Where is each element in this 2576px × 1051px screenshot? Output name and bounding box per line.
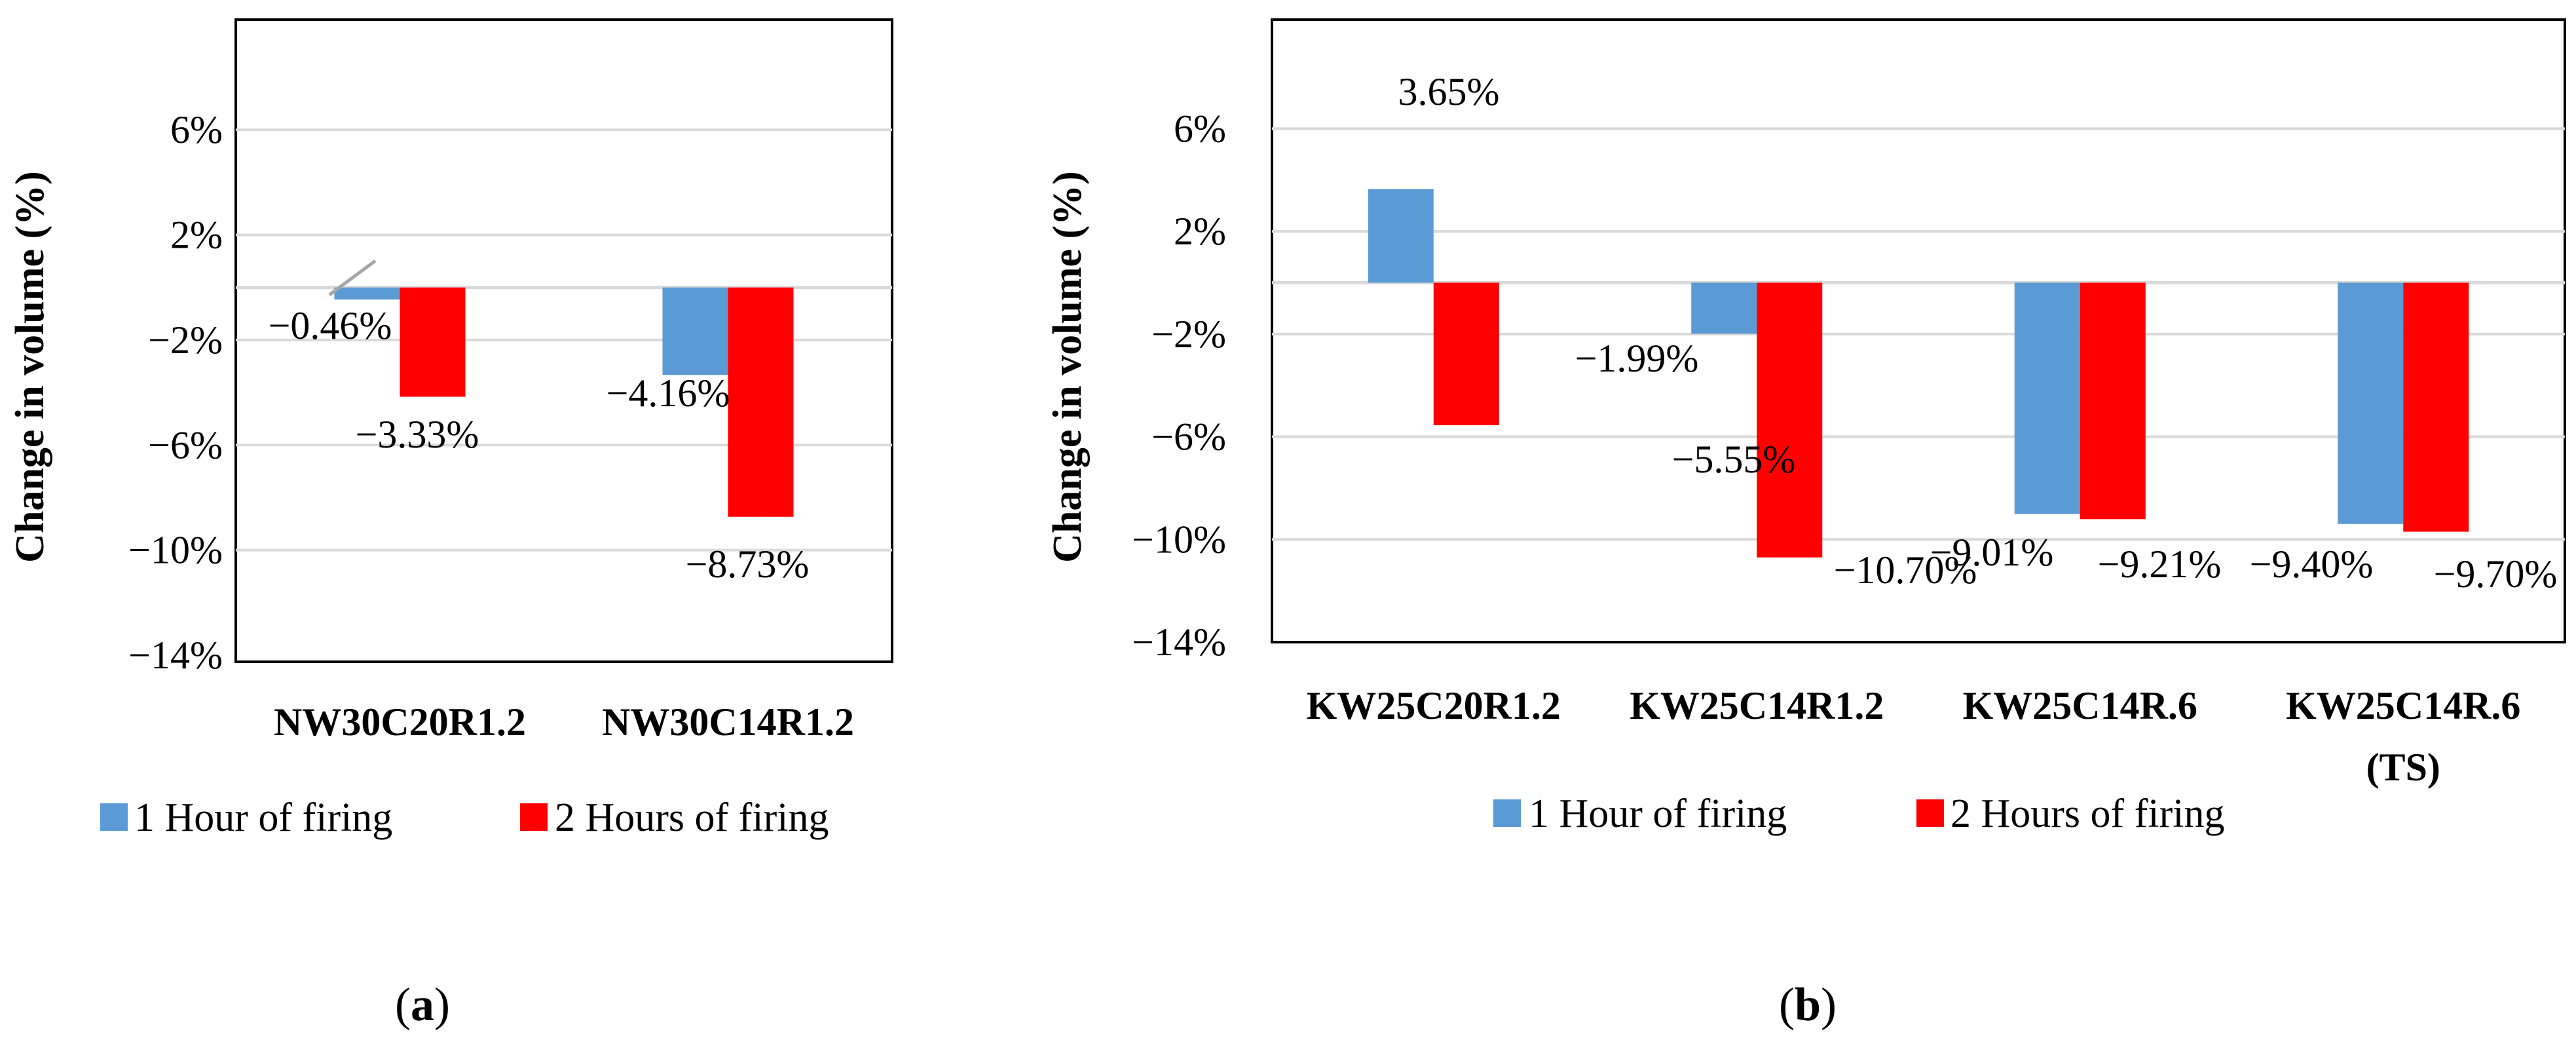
bar-two-hours bbox=[2080, 282, 2146, 520]
y-axis-title: Change in volume (%) bbox=[1045, 171, 1090, 563]
y-tick-label: 2% bbox=[170, 214, 223, 257]
category-label: (TS) bbox=[2366, 746, 2440, 789]
category-label: KW25C14R.6 bbox=[1963, 684, 2197, 727]
y-tick-label: −14% bbox=[128, 634, 223, 677]
y-tick-label: 6% bbox=[170, 108, 223, 151]
y-tick-label: 2% bbox=[1174, 210, 1226, 253]
legend: 1 Hour of firing 2 Hours of firing bbox=[100, 795, 829, 840]
legend-swatch-one-hour bbox=[1493, 799, 1521, 827]
category-label: KW25C20R1.2 bbox=[1307, 684, 1561, 727]
bar-one-hour bbox=[2338, 282, 2404, 524]
data-label: −10.70% bbox=[1834, 548, 1977, 592]
bar-two-hours bbox=[728, 287, 794, 517]
bar-two-hours bbox=[400, 287, 466, 397]
bar-one-hour bbox=[1691, 282, 1757, 334]
data-label: −4.16% bbox=[607, 372, 730, 415]
data-label: −9.70% bbox=[2434, 552, 2558, 596]
data-label: −9.40% bbox=[2250, 543, 2374, 586]
category-label: NW30C20R1.2 bbox=[274, 700, 526, 744]
data-label: −9.21% bbox=[2098, 543, 2222, 586]
bar-two-hours bbox=[1757, 282, 1823, 558]
category-label: KW25C14R.6 bbox=[2286, 684, 2520, 727]
legend-label: 2 Hours of firing bbox=[555, 795, 829, 840]
category-label: NW30C14R1.2 bbox=[602, 700, 854, 744]
data-label: −3.33% bbox=[356, 413, 479, 456]
bar-one-hour bbox=[334, 287, 400, 300]
legend-swatch-two-hours bbox=[520, 803, 548, 831]
y-tick-label: 6% bbox=[1174, 107, 1226, 150]
legend-swatch-one-hour bbox=[100, 803, 128, 831]
bar-one-hour bbox=[2014, 282, 2080, 514]
y-tick-label: −10% bbox=[1132, 518, 1226, 561]
y-axis-title: Change in volume (%) bbox=[8, 171, 52, 563]
data-label: 3.65% bbox=[1398, 70, 1500, 113]
data-label: −0.46% bbox=[269, 304, 392, 347]
bar-two-hours bbox=[2403, 282, 2469, 532]
y-tick-label: −10% bbox=[128, 529, 223, 572]
chart-panel-a: 6% 2% −2% −6% −10% −14% NW30C20R1.2 NW30C14R1.2… bbox=[8, 18, 893, 1031]
legend-swatch-two-hours bbox=[1916, 799, 1944, 827]
legend-label: 1 Hour of firing bbox=[134, 795, 392, 840]
chart-panel-b: 6% 2% −2% −6% −10% −14% KW25C20R1.2 KW25C14R1.2… bbox=[1045, 18, 2566, 1031]
data-label-leader-line bbox=[328, 259, 377, 297]
legend: 1 Hour of firing 2 Hours of firing bbox=[1493, 792, 2224, 836]
y-tick-label: −14% bbox=[1132, 621, 1226, 664]
bar-one-hour bbox=[1368, 189, 1434, 283]
bar-one-hour bbox=[662, 287, 728, 375]
y-tick-label: −6% bbox=[1151, 415, 1226, 459]
data-label: −8.73% bbox=[686, 543, 810, 586]
data-label: −1.99% bbox=[1575, 337, 1699, 380]
category-label: KW25C14R1.2 bbox=[1630, 684, 1884, 727]
legend-label: 1 Hour of firing bbox=[1529, 792, 1787, 836]
y-tick-label: −2% bbox=[1151, 313, 1226, 356]
legend-label: 2 Hours of firing bbox=[1951, 792, 2224, 836]
panel-label: (a) bbox=[395, 978, 450, 1031]
y-tick-label: −6% bbox=[148, 423, 223, 467]
data-label: −5.55% bbox=[1672, 438, 1796, 481]
data-label: −9.01% bbox=[1930, 531, 2054, 574]
y-tick-label: −2% bbox=[148, 318, 223, 362]
panel-label: (b) bbox=[1779, 978, 1837, 1031]
bar-two-hours bbox=[1433, 282, 1499, 425]
